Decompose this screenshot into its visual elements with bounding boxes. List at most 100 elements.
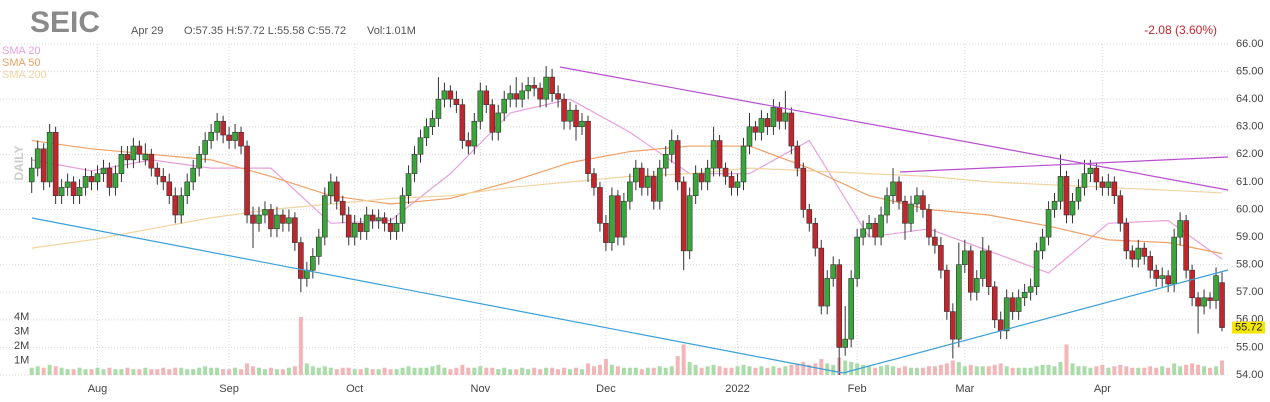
volume-bar	[1178, 366, 1183, 375]
volume-bar	[59, 367, 64, 375]
volume-bar	[334, 369, 339, 375]
volume-bar	[280, 369, 285, 375]
candle-body	[214, 120, 220, 133]
candle-body	[525, 85, 531, 92]
volume-bar	[370, 369, 375, 375]
volume-bar	[675, 356, 680, 375]
candle-body	[423, 126, 430, 139]
volume-bar	[77, 367, 82, 375]
candle-body	[1099, 181, 1106, 188]
volume-bar	[562, 367, 567, 375]
volume-bar	[962, 366, 967, 375]
volume-bar	[47, 364, 52, 375]
volume-bar	[639, 369, 644, 375]
x-tick-label: Mar	[955, 383, 974, 395]
candle-body	[82, 176, 89, 188]
candle-body	[1075, 187, 1082, 202]
candle-body	[908, 203, 914, 224]
volume-bar	[1214, 366, 1219, 375]
candle-body	[830, 264, 837, 279]
volume-tick-label: 3M	[14, 325, 29, 337]
x-tick-label: Nov	[471, 383, 491, 395]
volume-bar	[1202, 366, 1207, 375]
volume-bar	[741, 364, 746, 375]
candle-body	[764, 118, 771, 128]
y-tick-label: 54.00	[1236, 369, 1264, 381]
volume-bar	[843, 360, 848, 375]
volume-bar	[1118, 364, 1123, 375]
candle-body	[471, 120, 478, 147]
candle-body	[890, 181, 896, 197]
volume-bar	[950, 360, 955, 375]
volume-bar	[597, 364, 602, 375]
candle-body	[1045, 209, 1052, 238]
volume-bar	[1058, 361, 1063, 375]
volume-bar	[167, 369, 172, 375]
candle-body	[1129, 250, 1136, 260]
volume-bar	[765, 367, 770, 375]
volume-bar	[484, 367, 489, 375]
volume-bar	[861, 364, 866, 375]
volume-bar	[1154, 367, 1159, 375]
candle-body	[938, 245, 944, 271]
volume-bar	[1070, 363, 1075, 375]
x-tick-label: Dec	[596, 383, 616, 395]
volume-bar	[1040, 364, 1045, 375]
volume-bar	[550, 367, 555, 375]
candle-body	[734, 181, 741, 188]
volume-bar	[233, 367, 238, 375]
candle-body	[794, 145, 801, 169]
volume-bar	[53, 366, 58, 375]
candle-body	[902, 200, 908, 224]
candle-body	[286, 217, 292, 224]
volume-bar	[902, 366, 907, 375]
volume-bar	[711, 364, 716, 375]
y-tick-label: 63.00	[1236, 121, 1264, 133]
volume-bar	[119, 369, 124, 375]
change: -2.08 (3.60%)	[1144, 23, 1217, 37]
candle-body	[88, 176, 95, 183]
candle-body	[1141, 247, 1148, 257]
volume-bar	[203, 366, 208, 375]
volume-bar	[747, 366, 752, 375]
volume-bar	[998, 363, 1003, 375]
candle-body	[776, 107, 783, 122]
volume-bar	[352, 369, 357, 375]
candle-body	[573, 109, 579, 128]
candle-body	[118, 154, 125, 174]
volume-bar	[406, 366, 411, 375]
candle-body	[429, 118, 436, 128]
candle-body	[142, 154, 149, 161]
volume-bar	[316, 367, 321, 375]
volume-bar	[1088, 367, 1093, 375]
last-price-label: 55.72	[1235, 321, 1263, 333]
candle-body	[393, 222, 400, 232]
candle-body	[40, 148, 47, 183]
candle-body	[1171, 236, 1177, 285]
candle-body	[812, 222, 819, 249]
candle-body	[399, 195, 406, 224]
candle-body	[896, 181, 902, 202]
volume-tick-label: 2M	[14, 340, 29, 352]
volume-bar	[914, 367, 919, 375]
volume-bar	[944, 363, 949, 375]
candle-body	[979, 250, 986, 279]
candle-body	[1105, 181, 1112, 188]
volume-bar	[400, 367, 405, 375]
candle-body	[1213, 275, 1219, 301]
candle-body	[1177, 220, 1183, 238]
legend-label: SMA 50	[2, 57, 41, 69]
volume-bar	[867, 366, 872, 375]
volume-bar	[1010, 367, 1015, 375]
volume-bar	[771, 366, 776, 375]
volume-bar	[227, 369, 232, 375]
candle-body	[543, 76, 549, 100]
volume-bar	[526, 369, 531, 375]
candle-body	[196, 154, 202, 169]
volume-bar	[340, 367, 345, 375]
volume-bar	[621, 367, 626, 375]
volume-bar	[454, 367, 459, 375]
legend-label: SMA 200	[2, 69, 47, 81]
volume-bar	[783, 366, 788, 375]
